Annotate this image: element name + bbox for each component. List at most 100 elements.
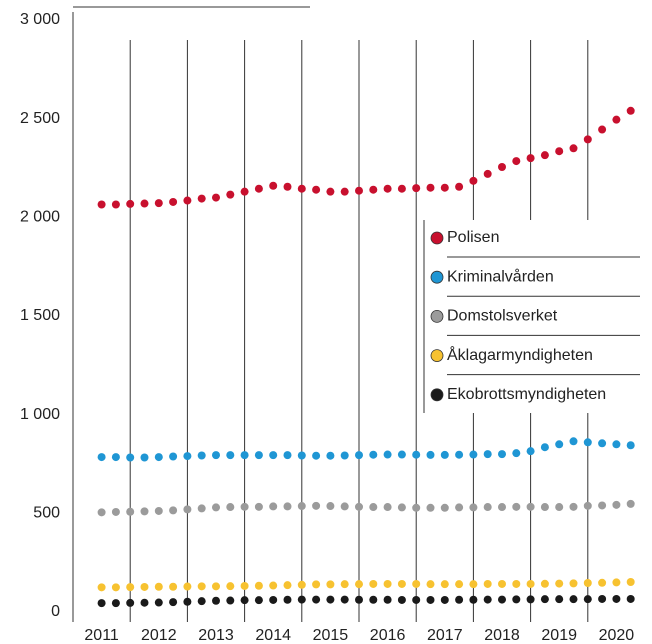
data-dot <box>140 507 149 516</box>
data-dot <box>612 440 621 449</box>
data-dot <box>512 579 521 588</box>
data-dot <box>626 578 635 587</box>
data-dot <box>369 503 378 512</box>
y-tick-label: 500 <box>33 505 60 522</box>
data-dot <box>455 450 464 459</box>
data-dot <box>297 595 306 604</box>
data-dot <box>283 595 292 604</box>
data-dot <box>369 579 378 588</box>
data-dot <box>312 580 321 589</box>
data-dot <box>183 196 192 205</box>
data-dot <box>312 185 321 194</box>
data-dot <box>97 453 106 462</box>
data-dot <box>183 597 192 606</box>
data-dot <box>254 581 263 590</box>
data-dot <box>340 187 349 196</box>
data-dot <box>626 441 635 450</box>
data-dot <box>355 502 363 511</box>
data-dot <box>440 503 449 512</box>
data-dot <box>412 184 421 193</box>
data-dot <box>498 579 506 588</box>
data-dot <box>97 599 106 608</box>
data-dot <box>383 450 392 459</box>
data-dot <box>369 185 378 194</box>
data-dot <box>297 580 306 589</box>
legend-label: Domstolsverket <box>447 308 558 325</box>
data-dot <box>626 106 635 115</box>
data-dot <box>97 200 106 209</box>
data-dot <box>455 595 464 604</box>
data-dot <box>569 595 578 604</box>
data-dot <box>111 507 120 516</box>
data-dot <box>598 578 607 587</box>
data-dot <box>512 502 521 511</box>
x-tick-label: 2017 <box>427 627 463 644</box>
data-dot <box>254 451 263 460</box>
data-dot <box>126 507 135 516</box>
data-dot <box>312 451 321 460</box>
data-dot <box>455 580 464 589</box>
legend-swatch <box>430 349 444 363</box>
data-dot <box>555 147 564 156</box>
data-dot <box>426 580 435 589</box>
data-dot <box>426 595 435 604</box>
data-dot <box>397 595 406 604</box>
data-dot <box>340 502 349 511</box>
data-dot <box>598 594 607 603</box>
data-dot <box>583 501 592 510</box>
data-dot <box>569 144 578 153</box>
data-dot <box>412 503 421 512</box>
x-tick-label: 2020 <box>599 627 635 644</box>
data-dot <box>111 599 120 608</box>
data-dot <box>197 504 206 513</box>
data-dot <box>526 595 535 604</box>
x-tick-label: 2013 <box>198 627 234 644</box>
data-dot <box>154 506 163 515</box>
data-dot <box>526 579 535 588</box>
data-dot <box>326 451 335 460</box>
data-dot <box>212 596 220 605</box>
y-tick-label: 1 500 <box>20 307 60 324</box>
data-dot <box>397 450 406 459</box>
data-dot <box>583 135 592 144</box>
data-dot <box>569 579 578 588</box>
data-dot <box>440 580 449 589</box>
data-dot <box>397 503 406 512</box>
x-tick-label: 2019 <box>541 627 577 644</box>
data-dot <box>312 501 321 510</box>
data-dot <box>526 447 535 456</box>
data-dot <box>126 598 135 607</box>
data-dot <box>540 151 549 160</box>
data-dot <box>383 184 392 193</box>
data-dot <box>197 597 206 606</box>
data-dot <box>383 503 392 512</box>
data-dot <box>483 503 492 512</box>
data-dot <box>369 595 378 604</box>
data-dot <box>312 595 321 604</box>
data-dot <box>483 579 492 588</box>
data-dot <box>326 187 335 196</box>
data-dot <box>183 582 192 591</box>
data-dot <box>440 595 449 604</box>
y-tick-label: 0 <box>51 603 60 620</box>
data-dot <box>254 502 263 511</box>
data-dot <box>412 450 421 459</box>
data-dot <box>169 506 178 515</box>
data-dot <box>226 451 235 460</box>
data-dot <box>540 595 549 604</box>
data-dot <box>626 499 635 508</box>
y-tick-label: 1 000 <box>20 406 60 423</box>
data-dot <box>412 579 421 588</box>
x-tick-label: 2016 <box>370 627 406 644</box>
data-dot <box>283 451 292 460</box>
data-dot <box>483 169 492 178</box>
data-dot <box>355 186 363 195</box>
data-dot <box>512 449 521 458</box>
data-dot <box>412 595 421 604</box>
data-dot <box>97 583 106 592</box>
legend-swatch <box>430 309 444 323</box>
data-dot <box>269 595 278 604</box>
data-dot <box>183 452 192 461</box>
x-tick-label: 2014 <box>255 627 291 644</box>
